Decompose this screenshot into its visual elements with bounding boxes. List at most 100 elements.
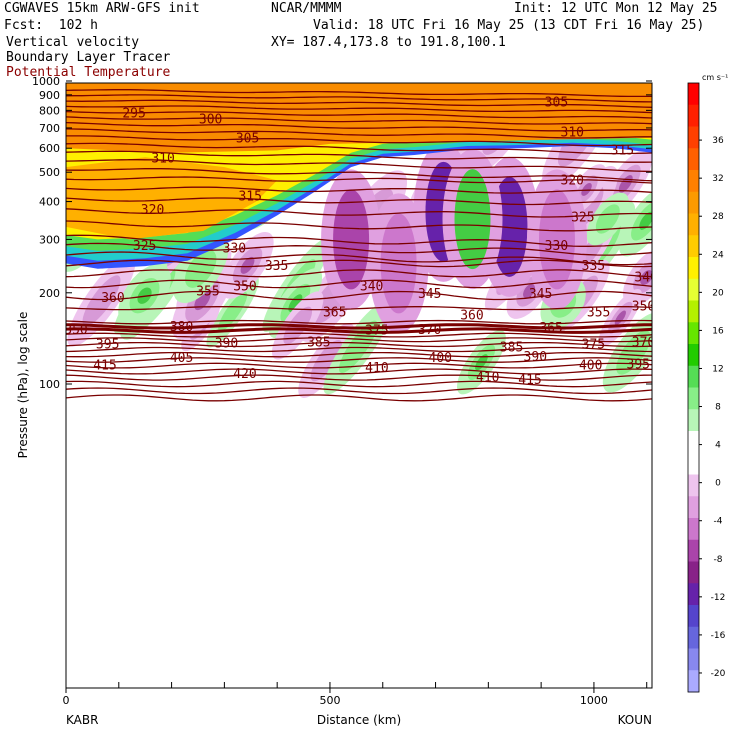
theta-contour (66, 394, 652, 402)
theta-contour (66, 128, 652, 139)
theta-contour (66, 327, 652, 334)
theta-contour-label: 315 (238, 190, 261, 205)
theta-contour-label: 370 (418, 323, 441, 338)
colorbar-swatch (688, 344, 699, 367)
theta-contour-label: 305 (236, 132, 259, 147)
theta-contour (66, 242, 652, 256)
colorbar-label: 4 (715, 441, 721, 451)
theta-contour (66, 168, 652, 182)
theta-contour-label: 385 (500, 340, 523, 355)
vertical-velocity-cell (619, 185, 652, 257)
theta-contour (66, 269, 652, 278)
theta-contour (66, 208, 652, 218)
theta-contour (66, 121, 652, 132)
theta-contour (66, 319, 652, 325)
y-tick-label: 700 (39, 122, 60, 135)
theta-contour-label: 310 (151, 151, 174, 166)
theta-contour (66, 351, 652, 358)
field-vertical-velocity: Vertical velocity (6, 35, 140, 50)
theta-contour-label: 380 (170, 320, 193, 335)
theta-contour (66, 374, 652, 381)
colorbar-swatch (688, 583, 699, 606)
colorbar-swatch (688, 148, 699, 171)
colorbar-label: -20 (711, 669, 726, 679)
theta-contour-label: 330 (545, 239, 568, 254)
theta-contour-label: 410 (476, 371, 499, 386)
theta-contour (66, 197, 652, 206)
theta-contour (66, 142, 652, 155)
theta-contour-label: 385 (307, 336, 330, 351)
theta-contour (66, 116, 652, 125)
vertical-velocity-cell (171, 260, 234, 340)
theta-contour (66, 357, 652, 363)
colorbar-frame (687, 82, 700, 693)
colorbar-swatch (688, 322, 699, 345)
theta-contour (66, 362, 652, 369)
x-tick-label: 500 (319, 694, 340, 707)
theta-contour (66, 176, 652, 184)
theta-contour (66, 323, 652, 330)
theta-contour-label: 395 (96, 338, 119, 353)
theta-contour-label: 360 (101, 291, 124, 306)
y-tick-label: 800 (39, 104, 60, 117)
colorbar-swatch (688, 278, 699, 301)
theta-contour-label: 405 (170, 351, 193, 366)
colorbar-swatch (688, 191, 699, 214)
theta-contour-label: 390 (215, 337, 238, 352)
theta-contour-label: 330 (223, 242, 246, 257)
theta-contour (66, 368, 652, 375)
colorbar-label: 16 (712, 326, 724, 336)
field-boundary-layer-tracer: Boundary Layer Tracer (6, 50, 171, 65)
colorbar-label: 12 (712, 364, 723, 374)
theta-contour (66, 89, 652, 98)
colorbar-swatch (688, 561, 699, 584)
theta-contour (66, 186, 652, 194)
colorbar-swatch (688, 670, 699, 693)
colorbar-label: -16 (711, 631, 726, 641)
theta-contour (66, 387, 652, 395)
xy-endpoints: XY= 187.4,173.8 to 191.8,100.1 (271, 35, 506, 50)
colorbar-swatch (688, 474, 699, 497)
theta-contour-label: 370 (632, 336, 655, 351)
theta-contour (66, 99, 652, 108)
vertical-velocity-cell (221, 231, 274, 299)
vertical-velocity-core (454, 169, 491, 270)
colorbar-label: 36 (712, 136, 724, 146)
right-endpoint-label: KOUN (618, 713, 652, 727)
theta-contour-label: 315 (611, 143, 634, 158)
colorbar-swatch (688, 235, 699, 258)
vertical-velocity-core (538, 189, 575, 290)
theta-contour-label: 305 (545, 95, 568, 110)
theta-contour-label: 365 (539, 321, 562, 336)
field-potential-temperature: Potential Temperature (6, 65, 171, 80)
colorbar-swatch (688, 452, 699, 475)
colorbar-swatch (688, 626, 699, 649)
colorbar-label: 28 (712, 212, 724, 222)
colorbar-swatch (688, 518, 699, 541)
valid-time: Valid: 18 UTC Fri 16 May 25 (13 CDT Fri … (313, 18, 705, 33)
y-tick-label: 400 (39, 196, 60, 209)
vertical-velocity-core (333, 189, 370, 290)
theta-contour-label: 395 (627, 357, 650, 372)
theta-contour-label: 355 (196, 284, 219, 299)
theta-contour-label: 325 (133, 239, 156, 254)
y-tick-label: 1000 (32, 75, 60, 88)
theta-contour (66, 251, 652, 266)
colorbar-swatch (688, 170, 699, 193)
theta-contour (66, 346, 652, 353)
colorbar-swatch (688, 213, 699, 236)
colorbar-swatch (688, 365, 699, 388)
theta-contour (66, 290, 652, 301)
theta-contour-label: 360 (460, 309, 483, 324)
colorbar-swatch (688, 104, 699, 127)
source-label: NCAR/MMMM (271, 1, 342, 16)
y-tick-label: 500 (39, 166, 60, 179)
theta-contour-label: 355 (587, 306, 610, 321)
theta-contour (66, 341, 652, 348)
forecast-hour: Fcst: 102 h (4, 18, 98, 33)
x-axis-label: Distance (km) (317, 713, 401, 727)
theta-contour-label: 345 (529, 287, 552, 302)
theta-contour-label: 295 (122, 107, 145, 122)
theta-contour (66, 220, 652, 232)
